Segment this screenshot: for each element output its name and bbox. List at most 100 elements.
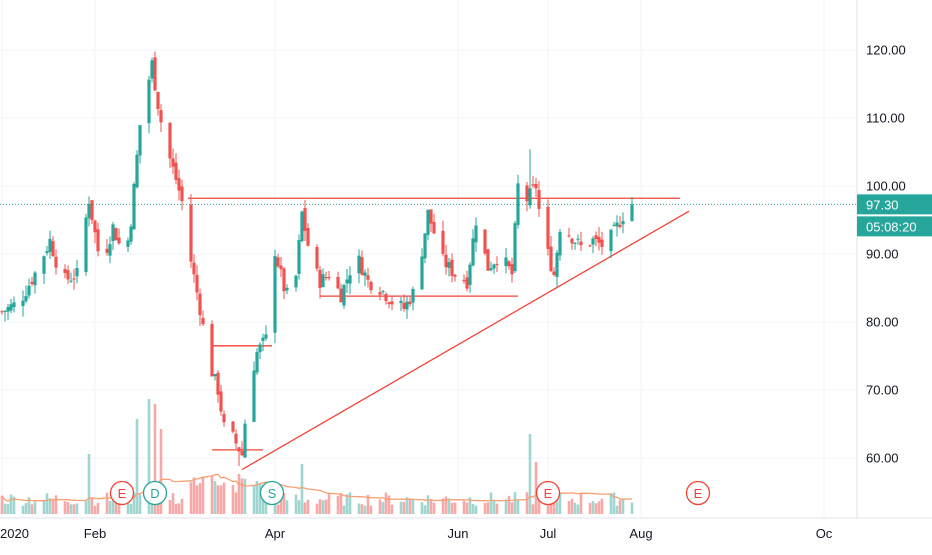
volume-bar <box>231 485 235 514</box>
candle-body <box>516 183 520 225</box>
event-label: D <box>150 486 159 501</box>
candle-body <box>630 204 634 221</box>
grid <box>0 0 857 518</box>
volume-bar <box>75 503 79 514</box>
event-marker-e[interactable]: E <box>685 480 711 506</box>
candle-body <box>12 302 16 308</box>
volume-bar <box>474 505 478 514</box>
event-marker-s[interactable]: S <box>259 480 285 506</box>
volume-bar <box>612 492 616 514</box>
candle-body <box>555 252 559 277</box>
volume-bar <box>558 493 562 514</box>
volume-bar <box>126 502 130 514</box>
candle-body <box>384 293 388 302</box>
candle-body <box>378 292 382 295</box>
candle-body <box>282 268 286 292</box>
volume-bar <box>234 492 238 514</box>
candle-body <box>549 246 553 272</box>
candle-body <box>234 433 238 444</box>
last-price-marker: 97.30 05:08:20 <box>0 194 932 237</box>
volume-bar <box>237 474 241 514</box>
candle-body <box>303 208 307 231</box>
volume-bar <box>507 495 511 514</box>
candle-body <box>411 288 415 303</box>
candle-body <box>420 256 424 290</box>
volume-bar <box>258 484 262 514</box>
volume-bar <box>90 497 94 514</box>
volume-bar <box>195 485 199 514</box>
candle-body <box>231 421 235 432</box>
volume-bar <box>483 503 487 514</box>
candle-body <box>189 204 193 262</box>
volume-bar <box>54 495 58 514</box>
candle-body <box>552 271 556 275</box>
candle-body <box>42 256 46 274</box>
volume-bar <box>66 501 70 514</box>
volume-bar <box>174 503 178 514</box>
price-axis[interactable]: 60.00 70.00 80.00 90.00 100.00 110.00 120.00 <box>866 43 906 466</box>
volume-bar <box>525 492 529 514</box>
volume-bar <box>63 501 67 514</box>
volume-bar <box>546 505 550 514</box>
candle-body <box>258 344 262 353</box>
volume-bar <box>465 502 469 514</box>
event-marker-d[interactable]: D <box>142 480 168 506</box>
time-axis[interactable]: 2020 Feb Apr Jun Jul Aug Oc <box>0 526 833 541</box>
volume-bar <box>402 501 406 514</box>
volume-bar <box>24 503 28 514</box>
time-tick-label: Aug <box>629 526 652 541</box>
candle-body <box>357 255 361 274</box>
volume-bar <box>201 476 205 514</box>
candle-body <box>336 276 340 289</box>
volume-bar <box>222 482 226 514</box>
candle-body <box>240 451 244 456</box>
candle-body <box>261 337 265 341</box>
candle-body <box>507 261 511 267</box>
volume-bar <box>510 502 514 514</box>
candle-body <box>468 264 472 285</box>
volume-bar <box>597 501 601 514</box>
volume-bar <box>378 499 382 514</box>
candle-body <box>114 228 118 241</box>
event-circle <box>259 480 285 506</box>
event-label: S <box>268 486 277 501</box>
candle-body <box>219 391 223 412</box>
volume-bar <box>342 505 346 514</box>
candle-body <box>138 125 142 156</box>
candle-body <box>63 268 67 274</box>
volume-bar <box>273 498 277 514</box>
time-tick-label: Apr <box>265 526 286 541</box>
volume-bar <box>348 492 352 514</box>
volume-bar <box>411 499 415 514</box>
volume-bar <box>105 492 109 514</box>
volume-bar <box>423 505 427 514</box>
volume-bar <box>381 501 385 514</box>
volume-bar <box>366 494 370 514</box>
volume-bar <box>429 499 433 514</box>
candle-body <box>423 233 427 259</box>
volume-bar <box>12 496 16 514</box>
volume-bar <box>198 483 202 514</box>
candle-body <box>201 317 205 325</box>
volume-bar <box>84 500 88 514</box>
candle-body <box>489 268 493 271</box>
volume-bar <box>21 505 25 514</box>
candle-body <box>348 275 352 284</box>
volume-bar <box>315 503 319 514</box>
event-marker-e[interactable]: E <box>109 480 135 506</box>
volume-bar <box>72 504 76 514</box>
candle-body <box>615 222 619 227</box>
candle-body <box>594 235 598 239</box>
candle-body <box>402 302 406 309</box>
event-marker-e[interactable]: E <box>535 480 561 506</box>
volume-bar <box>282 493 286 514</box>
candle-body <box>150 60 154 79</box>
candle-body <box>105 248 109 253</box>
volume-bar <box>357 503 361 514</box>
candle-body <box>213 374 217 377</box>
volume-bar <box>579 493 583 514</box>
volume-bar <box>135 419 139 514</box>
candle-body <box>279 265 283 270</box>
